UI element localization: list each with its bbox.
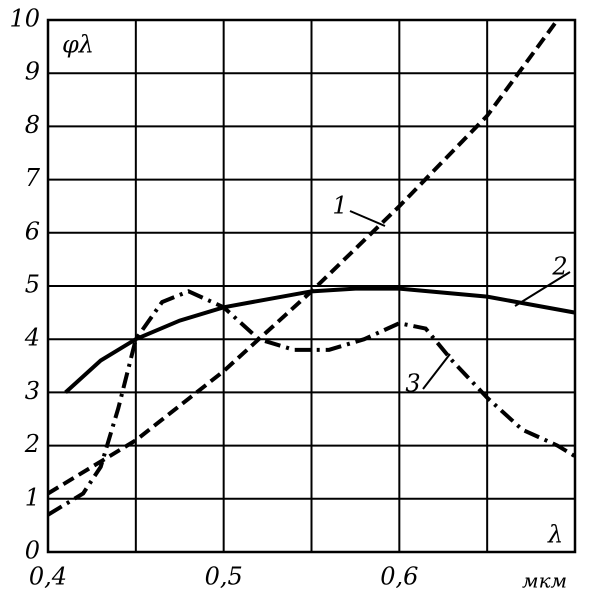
y-tick-label: 8 [25, 111, 40, 139]
leader-line [422, 353, 451, 390]
series-line [64, 286, 576, 394]
series-line [46, 289, 577, 517]
y-tick-label: 6 [25, 217, 40, 245]
leader-line [514, 271, 571, 307]
x-tick-label: 0,5 [205, 563, 243, 591]
y-tick-label: 0 [25, 537, 40, 565]
y-tick-label: 9 [25, 58, 40, 86]
x-tick-label: 0,4 [29, 563, 67, 591]
x-tick-label: 0,6 [380, 563, 418, 591]
y-tick-label: 10 [9, 5, 40, 33]
series-line [46, 18, 560, 496]
y-axis-label: φλ [62, 31, 94, 59]
series-label: 1 [332, 192, 347, 220]
series-label: 2 [551, 253, 567, 281]
y-tick-label: 1 [25, 483, 40, 511]
y-tick-label: 5 [25, 271, 40, 299]
x-axis-label: λ [547, 521, 563, 549]
x-unit: мкм [522, 569, 567, 593]
series-label: 3 [405, 370, 420, 398]
y-tick-label: 7 [25, 164, 41, 192]
y-tick-label: 3 [25, 377, 40, 405]
y-tick-label: 2 [24, 430, 40, 458]
leader-line [349, 210, 386, 227]
y-tick-label: 4 [24, 324, 40, 352]
